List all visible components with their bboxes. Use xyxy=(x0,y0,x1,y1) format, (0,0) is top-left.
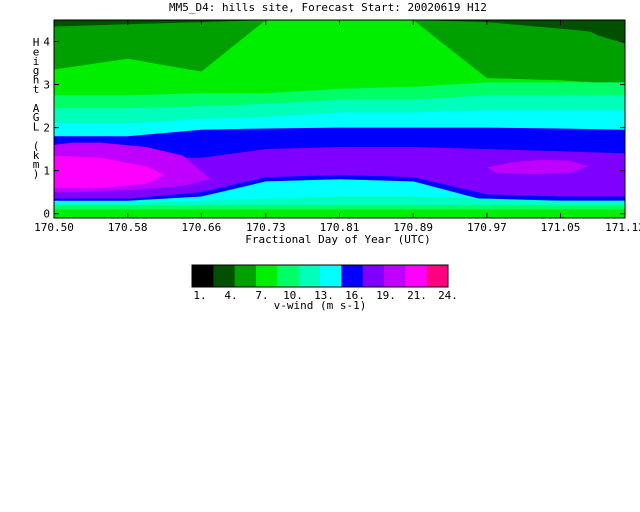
colorbar-tick-label: 24. xyxy=(438,289,458,302)
colorbar-swatch xyxy=(277,265,299,287)
y-axis-label-char: e xyxy=(33,45,40,58)
plot-area xyxy=(54,20,625,218)
y-axis-label-char: t xyxy=(33,83,40,96)
colorbar-swatch xyxy=(362,265,385,287)
y-axis-label-char: m xyxy=(33,158,40,171)
contour-region xyxy=(486,159,589,175)
y-axis-label-char: A xyxy=(33,102,40,115)
colorbar-tick-label: 19. xyxy=(376,289,396,302)
y-axis-label-char: ) xyxy=(33,168,40,181)
colorbar-tick-label: 13. xyxy=(314,289,334,302)
colorbar-swatch xyxy=(234,265,257,287)
colorbar-swatch xyxy=(256,265,278,287)
y-axis-label-char: H xyxy=(33,36,40,49)
y-tick-label: 2 xyxy=(43,122,50,135)
y-tick-label: 4 xyxy=(43,36,50,49)
colorbar-swatch xyxy=(298,265,321,287)
colorbar-tick-label: 10. xyxy=(283,289,303,302)
y-axis-label-char: L xyxy=(33,121,40,134)
x-tick-label: 170.97 xyxy=(467,221,507,234)
y-axis-label-char: k xyxy=(33,149,40,162)
y-tick-label: 1 xyxy=(43,165,50,178)
colorbar-tick-label: 7. xyxy=(255,289,268,302)
colorbar-swatch xyxy=(384,265,406,287)
x-tick-label: 170.81 xyxy=(320,221,360,234)
contour-region xyxy=(569,20,625,44)
y-axis-label-char: g xyxy=(33,64,40,77)
colorbar-tick-label: 1. xyxy=(193,289,206,302)
chart-title: MM5_D4: hills site, Forecast Start: 2002… xyxy=(169,1,487,14)
colorbar-tick-label: 16. xyxy=(345,289,365,302)
y-tick-label: 0 xyxy=(43,208,50,221)
y-tick-label: 3 xyxy=(43,79,50,92)
colorbar-label: v-wind (m s-1) xyxy=(274,299,367,312)
x-axis: 170.50 170.58 170.66 170.73 170.81 170.89 170.… xyxy=(34,20,640,234)
colorbar-frame xyxy=(191,264,449,288)
x-tick-label: 170.58 xyxy=(108,221,148,234)
y-axis-label-char: i xyxy=(33,55,40,68)
x-tick-label: 170.73 xyxy=(246,221,286,234)
y-axis-label-char: h xyxy=(33,74,40,87)
y-axis: 0 1 2 3 4 xyxy=(43,36,625,221)
y-axis-label-char: G xyxy=(33,111,40,124)
colorbar-swatch xyxy=(426,265,449,287)
colorbar-swatch xyxy=(405,265,427,287)
colorbar-tick-label: 4. xyxy=(224,289,237,302)
x-tick-label: 171.12 xyxy=(605,221,640,234)
x-axis-label: Fractional Day of Year (UTC) xyxy=(245,233,430,246)
colorbar-swatch xyxy=(192,265,214,287)
colorbar-tick-label: 21. xyxy=(407,289,427,302)
contour-region xyxy=(54,155,165,188)
y-axis-label-char: ( xyxy=(33,139,40,152)
x-tick-label: 171.05 xyxy=(541,221,581,234)
x-tick-label: 170.66 xyxy=(181,221,221,234)
colorbar-swatch xyxy=(213,265,235,287)
colorbar: 1. 4. 7. 10. 13. 16. 19. 21. 24. xyxy=(191,264,458,302)
colorbar-swatch xyxy=(320,265,342,287)
colorbar-swatch xyxy=(341,265,363,287)
x-tick-label: 170.89 xyxy=(393,221,433,234)
x-tick-label: 170.50 xyxy=(34,221,74,234)
